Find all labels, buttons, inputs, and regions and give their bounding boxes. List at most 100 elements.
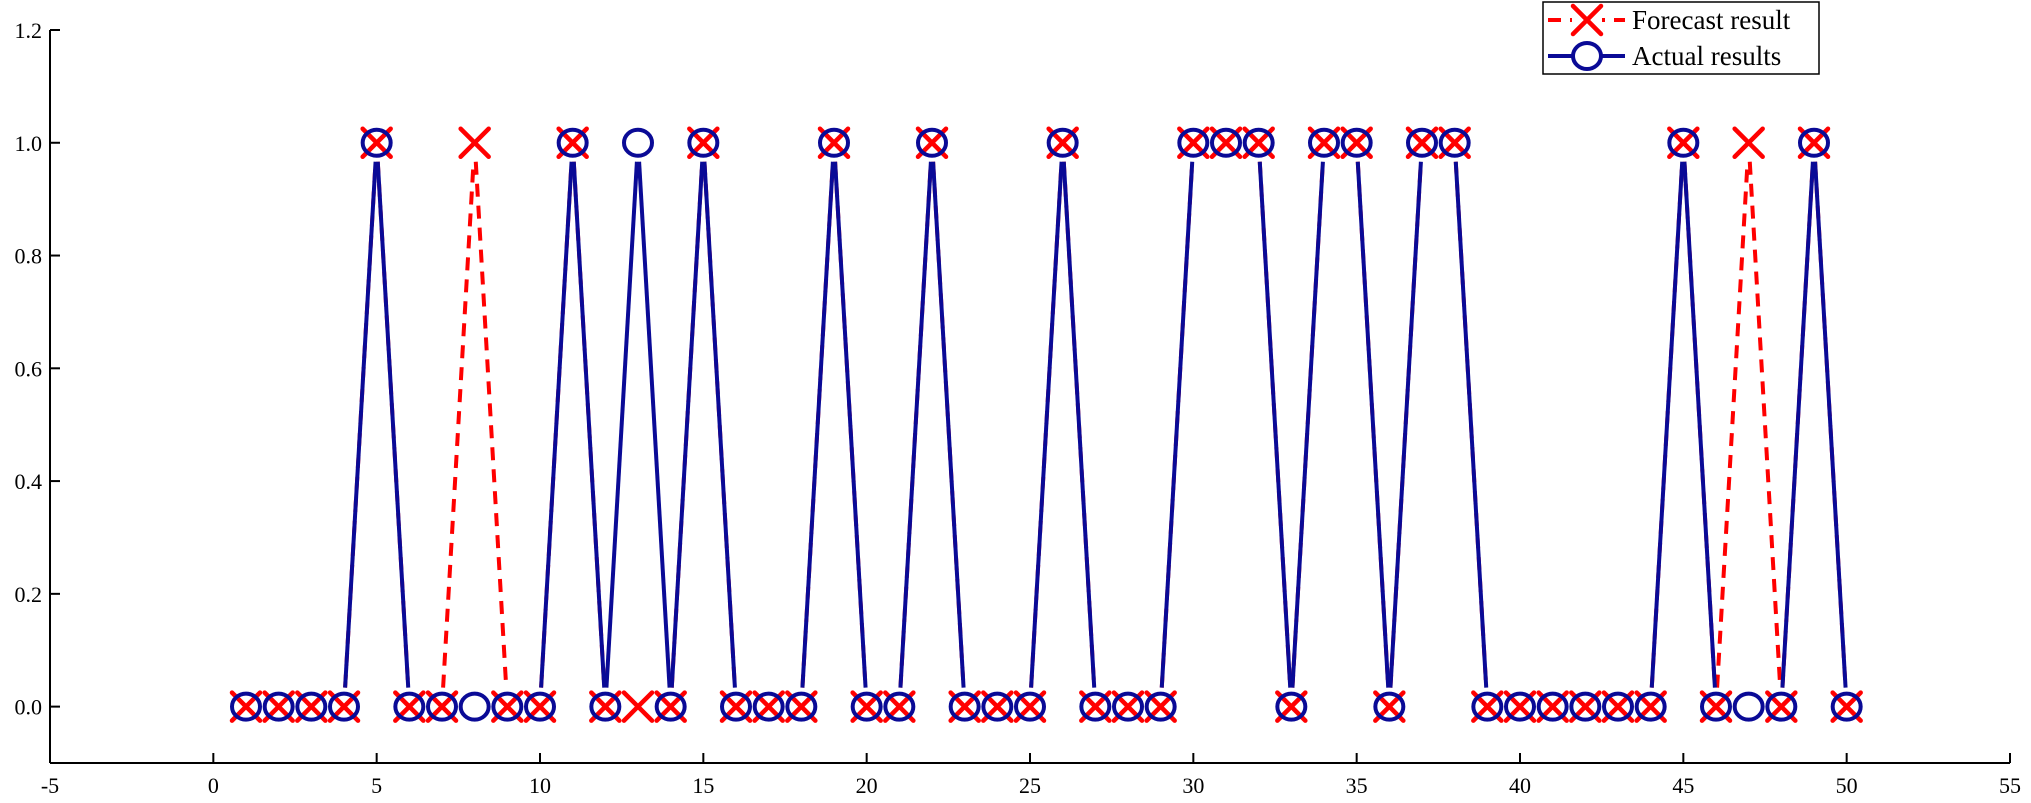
actual-line-segment (1257, 161, 1293, 688)
actual-line-segment (1290, 161, 1325, 688)
actual-point (1438, 127, 1471, 158)
actual-point (328, 691, 360, 722)
actual-point (1471, 691, 1504, 722)
actual-point (752, 691, 785, 722)
x-tick-label: 50 (1836, 773, 1858, 798)
legend-marker (1571, 41, 1603, 71)
y-tick-label: 0.2 (15, 582, 43, 607)
actual-point (1504, 691, 1536, 722)
actual-point (1308, 127, 1340, 158)
actual-line-segment (800, 161, 835, 688)
actual-line-segment (343, 161, 378, 688)
actual-line-segment (604, 161, 639, 688)
y-tick-label: 0.0 (15, 695, 43, 720)
y-ticks: 0.0 0.2 0.4 0.6 0.8 1.0 1.2 (15, 18, 60, 720)
forecast-line-segment (1715, 161, 1750, 688)
actual-line-segment (833, 161, 868, 688)
x-tick-label: 5 (371, 773, 382, 798)
actual-point (1014, 691, 1046, 722)
actual-point (589, 691, 622, 722)
actual-point (1765, 691, 1798, 722)
actual-point (1406, 127, 1438, 158)
actual-line-segment (539, 161, 574, 688)
x-tick-label: 35 (1346, 773, 1368, 798)
actual-point (1732, 691, 1765, 722)
actual-line-segment (375, 161, 411, 688)
forecast-line-segment (473, 161, 509, 688)
actual-point (458, 691, 491, 722)
actual-point (230, 691, 262, 722)
actual-point (720, 691, 752, 722)
actual-line-segment (1813, 161, 1848, 688)
y-tick-label: 1.2 (15, 18, 43, 43)
actual-point (1667, 127, 1700, 158)
actual-point (1634, 691, 1667, 722)
actual-point (1340, 127, 1373, 158)
actual-point (1177, 127, 1210, 158)
y-tick-label: 0.8 (15, 244, 43, 269)
actual-point (622, 127, 654, 158)
x-tick-label: 45 (1672, 773, 1694, 798)
actual-point (262, 691, 295, 722)
actual-line-segment (1682, 161, 1717, 688)
actual-point (654, 691, 687, 722)
actual-point (948, 691, 981, 722)
actual-point (1112, 691, 1144, 722)
actual-line-segment (669, 161, 705, 688)
actual-line-segment (1355, 161, 1391, 688)
actual-point (850, 691, 883, 722)
actual-point (916, 127, 948, 158)
actual-line-segment (1029, 161, 1064, 688)
series-actual (230, 127, 1863, 722)
x-tick-label: 40 (1509, 773, 1531, 798)
actual-line-segment (1780, 161, 1815, 688)
actual-point (1275, 691, 1308, 722)
series-layer (229, 126, 1863, 723)
actual-point (1144, 691, 1177, 722)
actual-point (295, 691, 328, 722)
actual-point (1569, 691, 1602, 722)
actual-point (1602, 691, 1634, 722)
forecast-point (1732, 126, 1765, 160)
x-tick-label: 20 (856, 773, 878, 798)
actual-point (1536, 691, 1569, 722)
actual-line-segment (1388, 161, 1423, 688)
actual-point (1079, 691, 1112, 722)
legend-entry-forecast: Forecast result (1548, 3, 1791, 37)
forecast-line-segment (441, 161, 476, 688)
actual-point (687, 127, 720, 158)
x-tick-label: 15 (692, 773, 714, 798)
actual-point (524, 691, 556, 722)
legend: Forecast result Actual results (1542, 1, 1820, 75)
actual-point (360, 127, 393, 158)
y-tick-label: 1.0 (15, 131, 43, 156)
actual-line-segment (571, 161, 607, 688)
actual-point (883, 691, 916, 722)
actual-point (1798, 127, 1830, 158)
actual-point (426, 691, 458, 722)
x-tick-label: 25 (1019, 773, 1041, 798)
legend-entry-actual: Actual results (1548, 41, 1781, 71)
axes (49, 30, 2010, 764)
x-tick-label: 0 (208, 773, 219, 798)
actual-line-segment (1061, 161, 1097, 688)
legend-label: Forecast result (1632, 5, 1791, 35)
actual-point (1830, 691, 1863, 722)
legend-label: Actual results (1632, 41, 1781, 71)
x-tick-label: -5 (41, 773, 59, 798)
forecast-point (458, 126, 491, 160)
x-tick-label: 55 (1999, 773, 2021, 798)
actual-point (981, 691, 1014, 722)
forecast-point (621, 690, 655, 723)
actual-line-segment (637, 161, 672, 688)
y-tick-label: 0.4 (15, 469, 43, 494)
x-tick-label: 10 (529, 773, 551, 798)
actual-line-segment (1649, 161, 1685, 688)
actual-point (818, 127, 850, 158)
actual-line-segment (702, 161, 737, 688)
actual-point (785, 691, 818, 722)
legend-marker (1570, 3, 1604, 37)
actual-point (1373, 691, 1406, 722)
actual-point (491, 691, 524, 722)
